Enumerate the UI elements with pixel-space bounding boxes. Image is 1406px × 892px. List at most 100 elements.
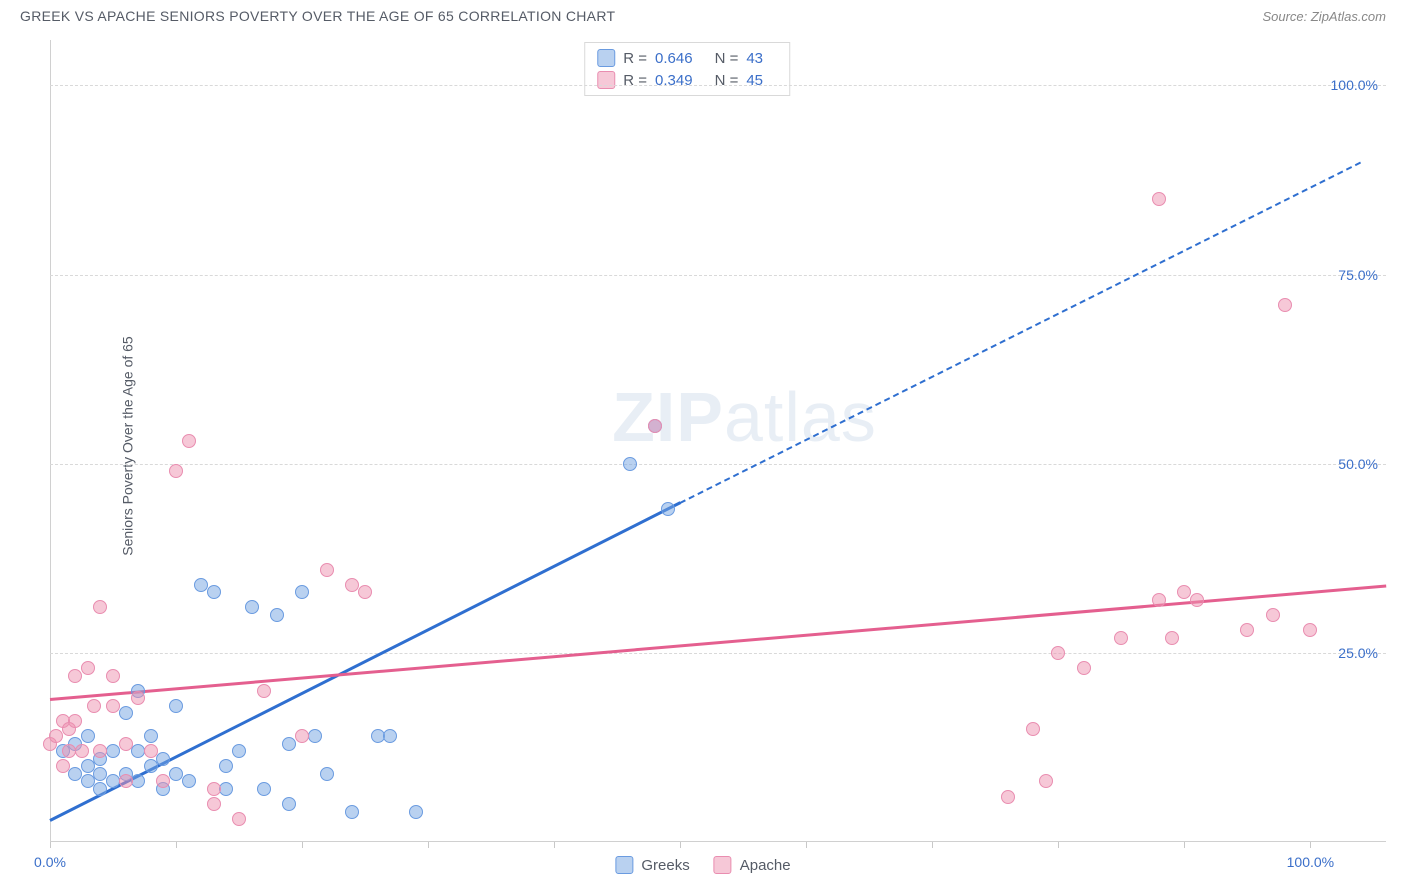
data-point-apache [295,729,309,743]
data-point-greeks [144,729,158,743]
data-point-greeks [219,759,233,773]
data-point-apache [131,691,145,705]
data-point-apache [49,729,63,743]
x-tick [1184,842,1185,848]
data-point-apache [358,585,372,599]
legend-r-label: R = [623,50,647,67]
data-point-greeks [144,759,158,773]
data-point-apache [1190,593,1204,607]
data-point-greeks [409,805,423,819]
trend-line [49,502,681,822]
data-point-apache [1278,298,1292,312]
data-point-apache [106,699,120,713]
data-point-greeks [81,729,95,743]
correlation-legend: R = 0.646 N = 43 R =0.349N =45 [584,42,790,96]
data-point-greeks [119,706,133,720]
data-point-apache [75,744,89,758]
legend-row-apache: R =0.349N =45 [597,69,777,91]
data-point-greeks [345,805,359,819]
data-point-greeks [295,585,309,599]
data-point-apache [156,774,170,788]
x-tick [806,842,807,848]
data-point-greeks [270,608,284,622]
legend-swatch [615,856,633,874]
x-tick [176,842,177,848]
data-point-apache [87,699,101,713]
data-point-apache [119,774,133,788]
source-label: Source: ZipAtlas.com [1262,9,1386,24]
data-point-apache [1303,623,1317,637]
data-point-greeks [308,729,322,743]
data-point-apache [1240,623,1254,637]
data-point-greeks [131,774,145,788]
data-point-greeks [182,774,196,788]
data-point-greeks [282,797,296,811]
data-point-apache [207,782,221,796]
data-point-greeks [169,699,183,713]
x-tick [302,842,303,848]
data-point-greeks [257,782,271,796]
data-point-apache [144,744,158,758]
grid-line [50,464,1386,465]
data-point-apache [182,434,196,448]
data-point-apache [1001,790,1015,804]
legend-row-greeks: R = 0.646 N = 43 [597,47,777,69]
watermark: ZIPatlas [612,377,877,457]
data-point-apache [257,684,271,698]
legend-n-value: 43 [746,50,763,67]
series-legend-item-apache: Apache [714,856,791,874]
data-point-apache [106,669,120,683]
data-point-apache [1152,192,1166,206]
x-tick-label: 100.0% [1287,854,1334,870]
x-tick [428,842,429,848]
x-tick [680,842,681,848]
data-point-apache [81,661,95,675]
data-point-greeks [93,782,107,796]
data-point-apache [320,563,334,577]
data-point-apache [169,464,183,478]
grid-line [50,85,1386,86]
data-point-apache [119,737,133,751]
legend-swatch [714,856,732,874]
data-point-apache [1051,646,1065,660]
data-point-greeks [232,744,246,758]
x-tick [554,842,555,848]
legend-r-value: 0.646 [655,50,693,67]
data-point-apache [648,419,662,433]
x-tick [50,842,51,848]
data-point-apache [1026,722,1040,736]
data-point-greeks [383,729,397,743]
data-point-apache [1039,774,1053,788]
x-tick [932,842,933,848]
data-point-greeks [156,752,170,766]
series-legend-item-greeks: Greeks [615,856,689,874]
y-tick-label: 25.0% [1338,645,1378,661]
data-point-greeks [623,457,637,471]
data-point-greeks [320,767,334,781]
y-tick-label: 100.0% [1331,77,1378,93]
x-tick [1058,842,1059,848]
data-point-apache [1152,593,1166,607]
series-legend-label: Greeks [641,857,689,874]
y-tick-label: 50.0% [1338,456,1378,472]
data-point-greeks [106,744,120,758]
data-point-greeks [207,585,221,599]
data-point-apache [93,600,107,614]
data-point-apache [68,714,82,728]
data-point-apache [93,744,107,758]
data-point-apache [1077,661,1091,675]
data-point-apache [232,812,246,826]
series-legend: Greeks Apache [615,856,790,874]
data-point-greeks [282,737,296,751]
series-legend-label: Apache [740,857,791,874]
x-tick [1310,842,1311,848]
y-tick-label: 75.0% [1338,267,1378,283]
legend-n-label: N = [715,50,739,67]
chart-area: ZIPatlas R = 0.646 N = 43 R =0.349N =45 25.0… [50,40,1386,842]
data-point-apache [68,669,82,683]
data-point-greeks [219,782,233,796]
x-axis-line [50,841,1386,842]
x-tick-label: 0.0% [34,854,66,870]
data-point-apache [56,759,70,773]
chart-title: GREEK VS APACHE SENIORS POVERTY OVER THE… [20,8,615,24]
